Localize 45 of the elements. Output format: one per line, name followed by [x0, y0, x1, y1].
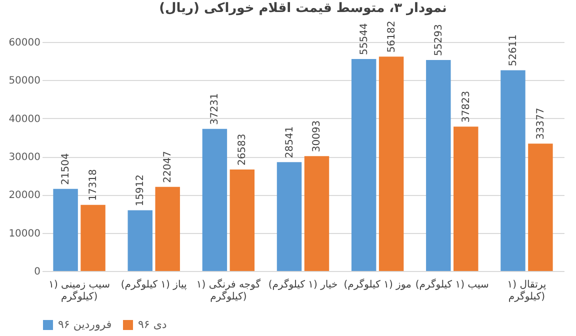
data-label: 30093	[312, 120, 323, 152]
legend-label: فروردین ۹۶	[58, 318, 112, 331]
bar	[500, 70, 526, 271]
bar	[53, 188, 78, 271]
data-label: 37231	[210, 93, 221, 125]
y-tick-label: 40000	[8, 114, 40, 125]
x-tick-label: موز (۱ کیلوگرم)	[344, 278, 412, 290]
data-label: 22047	[162, 151, 174, 183]
data-label: 15912	[135, 174, 146, 206]
bar	[378, 56, 404, 271]
y-tick-label: 10000	[8, 228, 40, 240]
bar	[80, 204, 106, 271]
x-tick-label: گوجه فرنگی (۱ کیلوگرم)	[196, 278, 261, 302]
bar	[304, 156, 330, 271]
y-tick-label: 50000	[8, 76, 40, 87]
legend-label: دی ۹۶	[138, 318, 167, 331]
data-label: 28541	[284, 126, 296, 158]
bar	[276, 162, 302, 271]
data-label: 55293	[433, 24, 444, 56]
y-tick-label: 60000	[8, 38, 40, 48]
chart-title: نمودار ۳، متوسط قیمت اقلام خوراکی (ریال)	[159, 0, 447, 16]
bar	[454, 126, 478, 271]
bar	[351, 59, 376, 271]
bar	[426, 60, 451, 271]
data-label: 17318	[88, 169, 100, 201]
data-label: 52611	[508, 34, 519, 66]
bar	[202, 128, 228, 271]
y-tick-label: 0	[34, 266, 40, 278]
bar	[528, 144, 553, 271]
data-label: 26583	[237, 134, 248, 166]
bar	[155, 186, 180, 271]
x-tick-label: سیب (۱ کیلوگرم)	[415, 278, 489, 290]
x-tick-label: سیب زمینی (۱ کیلوگرم)	[48, 280, 110, 302]
data-label: 37823	[460, 90, 472, 123]
data-label: 56182	[386, 20, 398, 53]
x-tick-label: پرتقال (۱ کیلوگرم)	[507, 280, 546, 302]
data-label: 21504	[60, 153, 72, 185]
y-tick-label: 20000	[8, 190, 40, 202]
data-label: 55544	[358, 23, 370, 56]
x-tick-label: پیاز (۱ کیلوگرم)	[120, 278, 188, 290]
y-tick-label: 30000	[8, 152, 40, 163]
bar	[128, 210, 152, 271]
data-label: 33377	[535, 108, 546, 140]
x-tick-label: خیار (۱ کیلوگرم)	[268, 278, 338, 290]
bar	[230, 170, 255, 271]
